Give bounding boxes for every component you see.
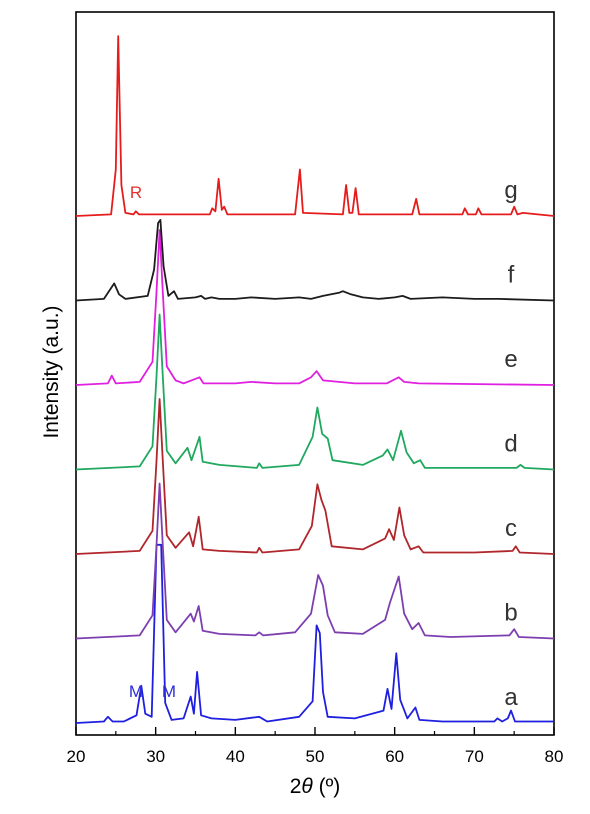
x-axis-title-unit: (º): [313, 775, 341, 798]
annotation-m-1: M: [129, 682, 143, 701]
annotation-r: R: [130, 183, 142, 202]
x-tick-label: 20: [67, 747, 86, 766]
x-tick-label: 50: [306, 747, 325, 766]
x-tick-label: 60: [385, 747, 404, 766]
series-line-c: [75, 398, 555, 555]
series-label-c: c: [505, 515, 517, 542]
series-traces: [75, 35, 555, 724]
series-line-g: [75, 35, 555, 217]
x-tick-label: 80: [545, 747, 564, 766]
x-axis-title-symbol: θ: [301, 775, 313, 798]
series-line-d: [75, 313, 555, 471]
series-line-f: [75, 219, 555, 302]
x-axis-ticks: 20 30 40 50 60 70 80: [67, 727, 564, 766]
series-label-a: a: [504, 684, 518, 711]
series-label-e: e: [504, 346, 517, 373]
series-label-f: f: [508, 262, 515, 289]
series-line-a: [75, 543, 554, 724]
series-label-g: g: [504, 177, 517, 204]
series-label-b: b: [504, 600, 517, 627]
series-line-e: [75, 229, 555, 386]
x-tick-label: 70: [465, 747, 484, 766]
x-tick-label: 40: [226, 747, 245, 766]
series-labels: a b c d e f g: [504, 177, 518, 711]
x-axis-title: 2θ (º): [290, 775, 341, 798]
series-line-b: [75, 482, 555, 640]
y-axis-title: Intensity (a.u.): [40, 305, 63, 438]
annotation-m-2: M: [162, 682, 176, 701]
x-tick-label: 30: [146, 747, 165, 766]
series-label-d: d: [504, 431, 517, 458]
x-axis-title-prefix: 2: [290, 775, 302, 798]
